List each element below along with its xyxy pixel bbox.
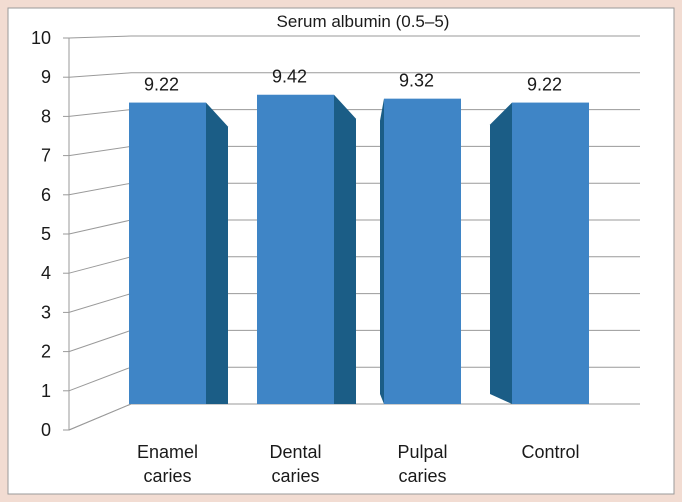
gridline-diagonal: [68, 329, 132, 353]
x-category-label: Enamel: [137, 442, 198, 462]
bars: [129, 94, 589, 405]
floor-edge: [68, 403, 132, 431]
y-tick-label: 4: [41, 263, 51, 283]
data-label: 9.22: [144, 75, 179, 95]
chart-title: Serum albumin (0.5–5): [277, 12, 450, 31]
x-category-label: caries: [271, 466, 319, 486]
y-tick-label: 0: [41, 420, 51, 440]
bar: [257, 94, 356, 405]
gridline-diagonal: [68, 256, 132, 274]
data-label: 9.22: [527, 75, 562, 95]
y-axis: 0 1 2 3 4 5 6 7 8 9 10: [31, 28, 132, 440]
gridline-diagonal: [68, 72, 132, 78]
y-tick-label: 2: [41, 342, 51, 362]
bar-side: [206, 102, 228, 405]
x-category-label: caries: [398, 466, 446, 486]
y-tick-label: 10: [31, 28, 51, 48]
bar-side: [490, 102, 512, 405]
bar-side: [334, 94, 356, 405]
gridline-diagonal: [68, 145, 132, 157]
x-category-label: Pulpal: [397, 442, 447, 462]
bar-front: [512, 102, 589, 405]
bar: [490, 102, 589, 405]
gridline-diagonal: [68, 219, 132, 235]
y-tick-label: 7: [41, 146, 51, 166]
y-tick-label: 6: [41, 185, 51, 205]
gridline-diagonal: [68, 109, 132, 117]
gridline-diagonal: [68, 35, 132, 39]
x-category-label: Control: [521, 442, 579, 462]
labels: 9.22 Enamel caries 9.42 Dental caries 9.32 Pulp…: [137, 67, 580, 486]
x-category-label: caries: [143, 466, 191, 486]
gridline-diagonal: [68, 293, 132, 313]
y-tick-label: 9: [41, 67, 51, 87]
bar-front: [384, 98, 461, 404]
bar-side: [380, 98, 384, 404]
gridline-diagonal: [68, 182, 132, 196]
bar-front: [129, 102, 206, 405]
y-tick-label: 3: [41, 302, 51, 322]
y-tick-label: 8: [41, 106, 51, 126]
bar-front: [257, 94, 334, 405]
bar: [380, 98, 461, 404]
y-tick-label: 1: [41, 381, 51, 401]
x-category-label: Dental: [269, 442, 321, 462]
bar: [129, 102, 228, 405]
y-tick-label: 5: [41, 224, 51, 244]
data-label: 9.32: [399, 71, 434, 91]
gridline-diagonal: [68, 366, 132, 392]
data-label: 9.42: [272, 67, 307, 87]
